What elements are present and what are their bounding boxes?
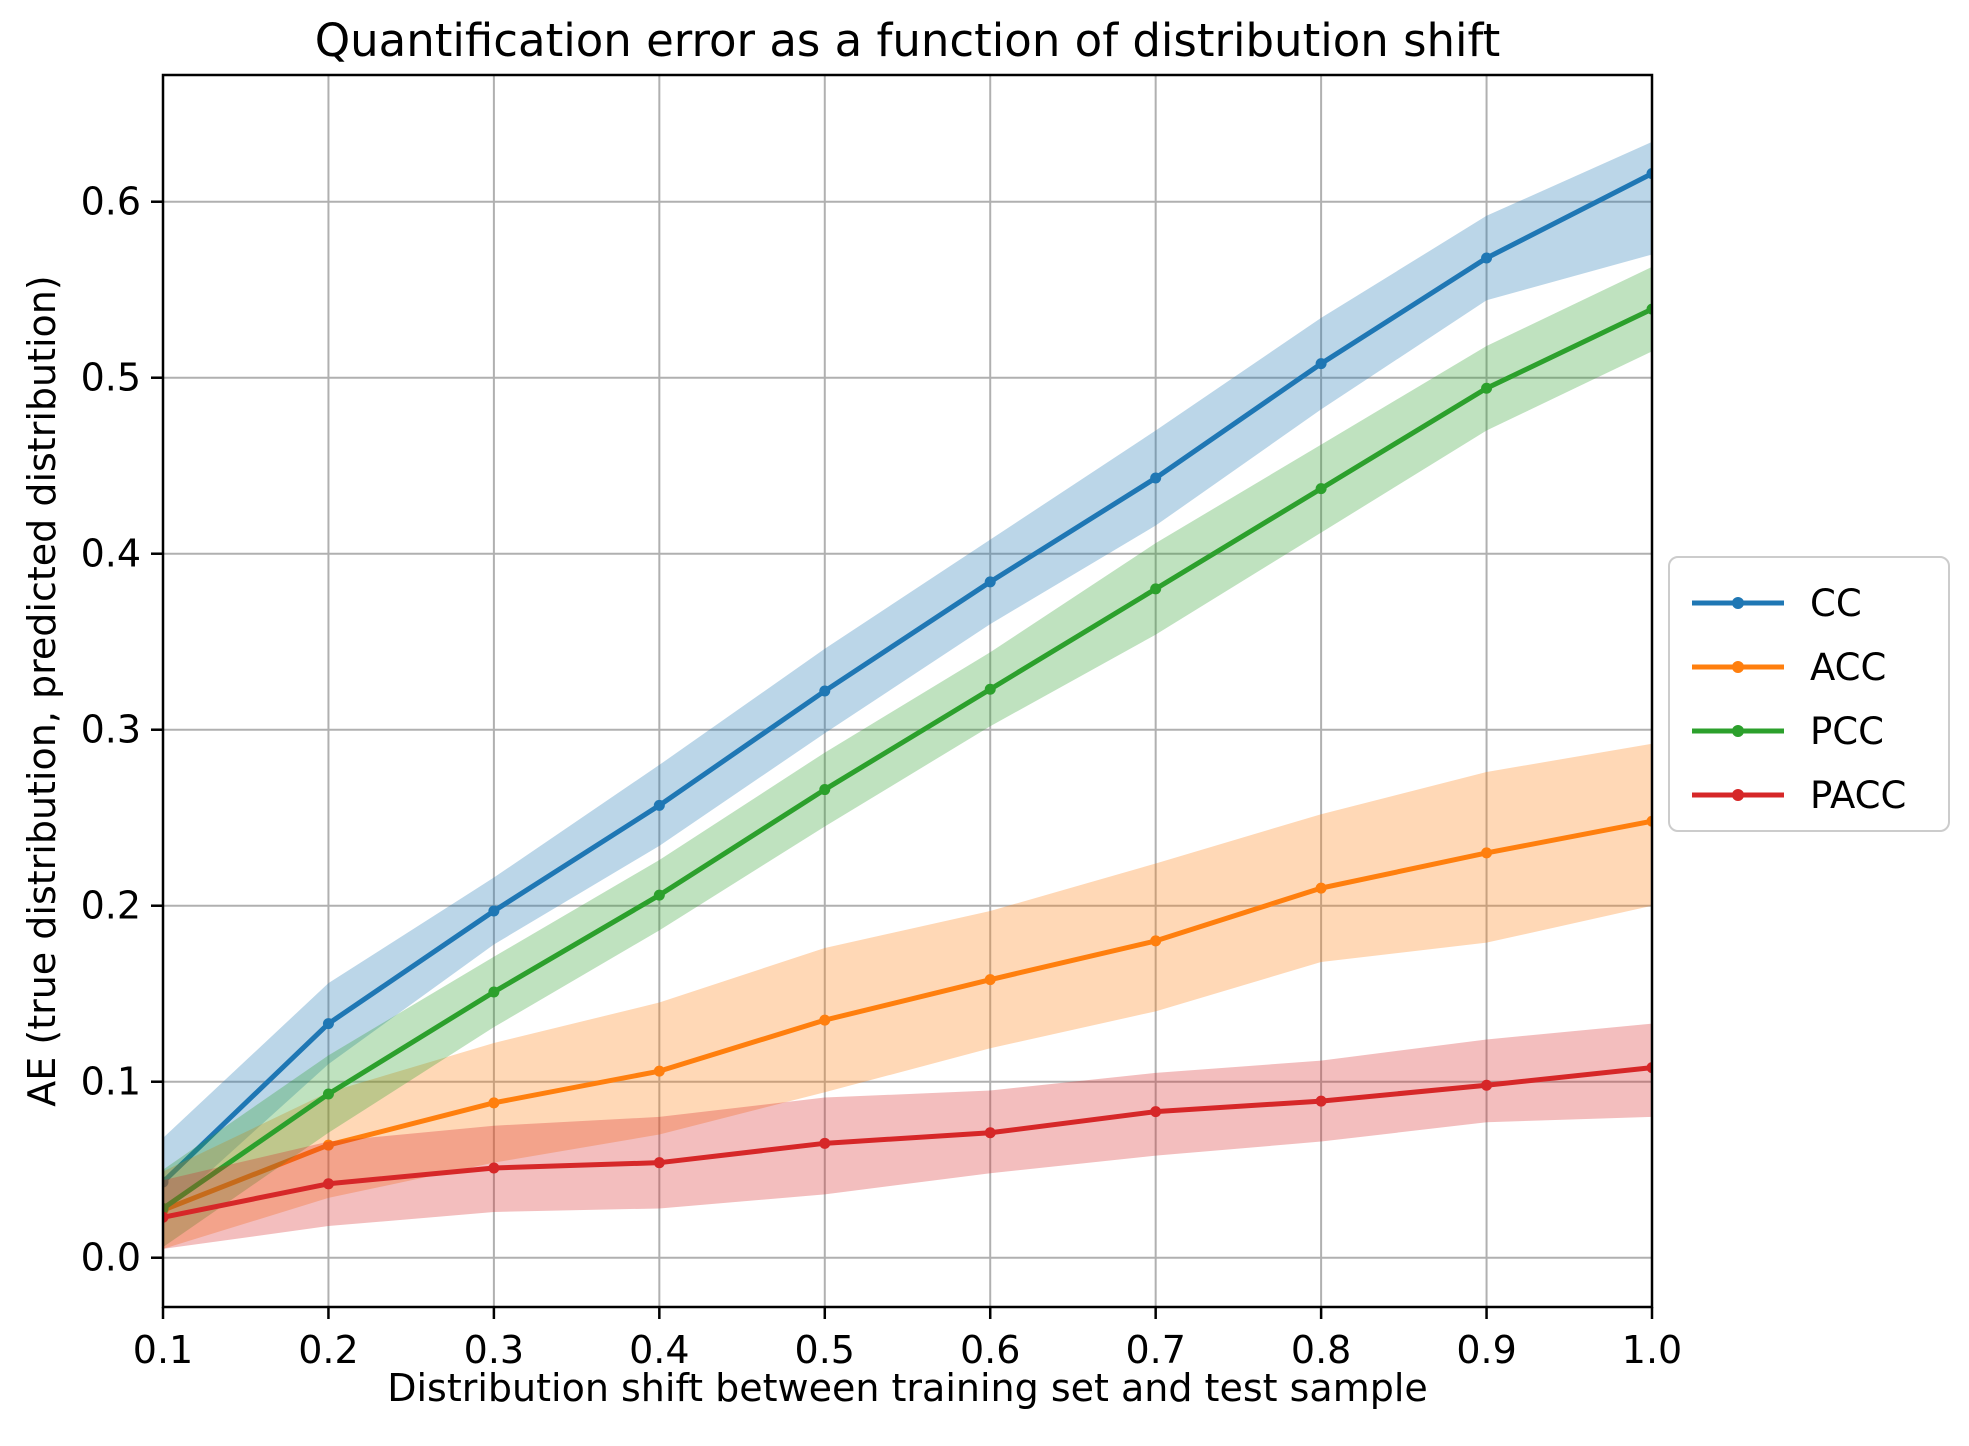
data-point <box>653 1065 665 1077</box>
x-tick-label: 0.7 <box>1125 1328 1185 1372</box>
y-tick-label: 0.0 <box>81 1236 141 1280</box>
data-point <box>163 1211 169 1223</box>
y-tick-label: 0.4 <box>81 532 141 576</box>
y-axis-label: AE (true distribution, predicted distrib… <box>20 275 64 1106</box>
legend-entry-pcc: PCC <box>1690 699 1928 763</box>
x-tick-label: 1.0 <box>1622 1328 1682 1372</box>
data-point <box>1150 935 1162 947</box>
legend: CC ACC PCC PACC <box>1668 556 1950 832</box>
data-point <box>163 1176 169 1188</box>
series-acc-line <box>163 818 1652 1213</box>
data-point <box>322 1139 334 1151</box>
data-point <box>1315 358 1327 370</box>
series-cc-line <box>163 171 1652 1185</box>
data-point <box>984 974 996 986</box>
chart-title: Quantification error as a function of di… <box>314 14 1501 67</box>
axis-tick-labels: 0.1 0.2 0.3 0.4 0.5 0.6 0.7 0.8 0.9 1.0 0.0 0.1 0.2 0… <box>81 180 1683 1372</box>
data-point <box>322 1088 334 1100</box>
data-point <box>653 1157 665 1169</box>
axis-ticks <box>151 200 1654 1319</box>
plot-border <box>161 73 1654 1309</box>
y-tick-label: 0.3 <box>81 708 141 752</box>
x-tick-label: 0.1 <box>133 1328 193 1372</box>
data-point <box>1646 1062 1652 1074</box>
series-cc-band <box>163 141 1652 1214</box>
data-point <box>488 1162 500 1174</box>
data-point <box>1646 168 1652 180</box>
data-point <box>163 1202 169 1214</box>
legend-entry-pacc: PACC <box>1690 763 1928 827</box>
data-point <box>1315 1095 1327 1107</box>
data-point <box>322 1018 334 1030</box>
x-tick-label: 0.6 <box>960 1328 1020 1372</box>
data-point <box>488 905 500 917</box>
data-point <box>984 1127 996 1139</box>
data-point <box>322 1178 334 1190</box>
data-point <box>488 1097 500 1109</box>
plot-series <box>163 141 1652 1249</box>
legend-label: PACC <box>1810 773 1907 817</box>
data-point <box>1481 252 1493 264</box>
series-pcc-line <box>163 306 1652 1211</box>
data-point <box>653 889 665 901</box>
data-point <box>1150 583 1162 595</box>
series-pcc-markers <box>163 303 1652 1214</box>
data-point <box>653 799 665 811</box>
data-point <box>1481 382 1493 394</box>
legend-line-icon <box>1692 789 1784 801</box>
data-point <box>1646 303 1652 315</box>
x-tick-label: 0.8 <box>1291 1328 1351 1372</box>
x-tick-label: 0.9 <box>1456 1328 1516 1372</box>
legend-line-icon <box>1692 597 1784 609</box>
legend-line-icon <box>1692 725 1784 737</box>
y-tick-label: 0.5 <box>81 356 141 400</box>
x-tick-label: 0.4 <box>629 1328 689 1372</box>
x-tick-label: 0.3 <box>464 1328 524 1372</box>
legend-label: PCC <box>1810 709 1884 753</box>
data-point <box>1481 1079 1493 1091</box>
x-tick-label: 0.5 <box>795 1328 855 1372</box>
y-tick-label: 0.6 <box>81 180 141 224</box>
data-point <box>1150 1106 1162 1118</box>
data-point <box>984 683 996 695</box>
legend-label: ACC <box>1810 645 1887 689</box>
legend-label: CC <box>1810 581 1862 625</box>
data-point <box>819 1137 831 1149</box>
data-point <box>1315 882 1327 894</box>
series-cc-markers <box>163 168 1652 1188</box>
y-tick-label: 0.1 <box>81 1060 141 1104</box>
x-tick-label: 0.2 <box>298 1328 358 1372</box>
legend-line-icon <box>1692 661 1784 673</box>
series-pacc-line <box>163 1065 1652 1220</box>
series-acc-band <box>163 743 1652 1249</box>
y-tick-label: 0.2 <box>81 884 141 928</box>
data-point <box>1481 847 1493 859</box>
data-point <box>984 576 996 588</box>
legend-entry-cc: CC <box>1690 571 1928 635</box>
data-point <box>1315 483 1327 495</box>
data-point <box>488 986 500 998</box>
data-point <box>1150 472 1162 484</box>
data-point <box>819 685 831 697</box>
x-axis-label: Distribution shift between training set … <box>387 1366 1428 1410</box>
series-pacc-markers <box>163 1062 1652 1223</box>
data-point <box>1646 815 1652 827</box>
data-point <box>819 784 831 796</box>
data-point <box>819 1014 831 1026</box>
legend-entry-acc: ACC <box>1690 635 1928 699</box>
